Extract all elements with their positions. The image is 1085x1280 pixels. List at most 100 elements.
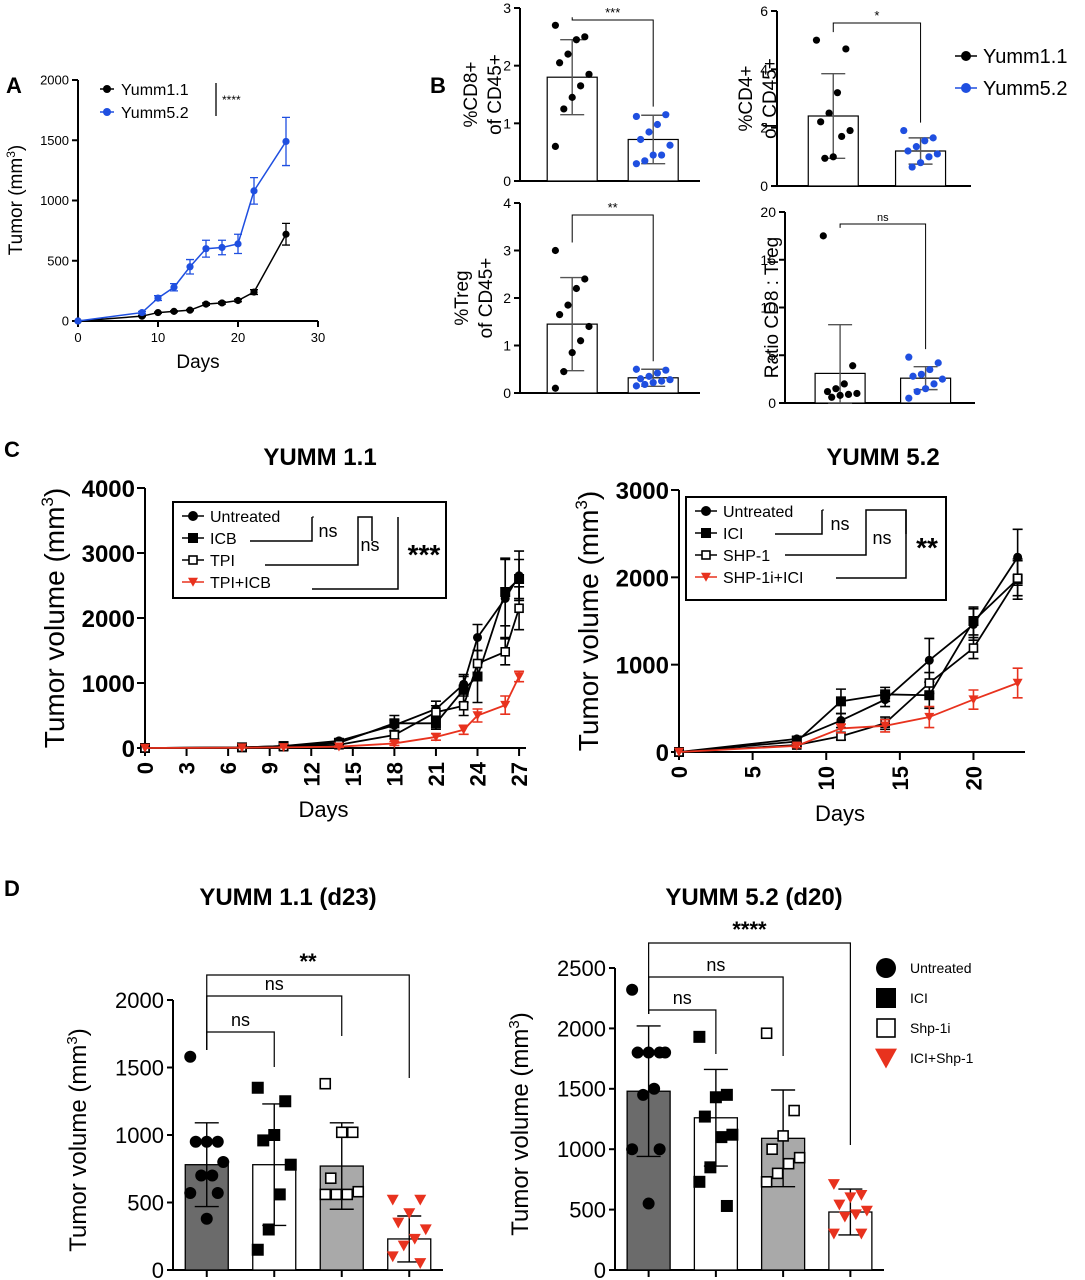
data-point: [658, 151, 666, 159]
x-tick-label: 9: [258, 762, 283, 774]
significance-bracket: [571, 214, 654, 362]
data-point: [186, 306, 194, 314]
y-tick-label: 0: [768, 395, 776, 411]
data-point: [760, 1027, 773, 1040]
data-point: [836, 391, 844, 399]
significance-label: ***: [605, 5, 620, 20]
significance-label: *: [874, 8, 879, 23]
data-point: [195, 1169, 208, 1182]
data-point: [938, 375, 947, 383]
comparison-label: ns: [231, 1010, 250, 1030]
data-point: [827, 1228, 840, 1240]
data-point: [632, 382, 641, 390]
legend-label: Yumm1.1: [121, 82, 189, 99]
legend-marker: [701, 550, 711, 560]
significance-label: ns: [360, 535, 379, 555]
x-tick-label: 10: [814, 766, 839, 790]
data-point: [577, 82, 585, 90]
comparison-bracket: [206, 1031, 275, 1067]
data-point: [211, 1135, 224, 1148]
y-axis-label: %CD4+: [736, 66, 757, 132]
x-axis-label: Days: [815, 801, 865, 826]
legend-label: Untreated: [910, 960, 971, 976]
data-point: [560, 368, 568, 376]
data-point: [913, 387, 921, 396]
data-point: [793, 1151, 806, 1164]
chart-c1-title: YUMM 1.1: [263, 444, 376, 471]
data-point: [968, 695, 979, 705]
data-point: [154, 294, 162, 302]
data-point: [330, 1188, 343, 1201]
data-point: [564, 301, 572, 309]
data-point: [551, 142, 560, 150]
data-point: [904, 147, 912, 155]
legend-marker: [188, 555, 198, 565]
data-point: [658, 377, 666, 385]
data-point: [771, 1167, 784, 1180]
data-point: [218, 299, 226, 307]
chart-b-treg: 0 1 2 3 4 ** %Treg of CD45+: [452, 195, 700, 401]
data-point: [674, 747, 684, 757]
legend-marker: [961, 83, 971, 93]
significance-label: ***: [408, 539, 441, 570]
panel-letter-b: B: [430, 73, 446, 98]
data-point: [431, 707, 441, 718]
data-point: [319, 1188, 332, 1201]
data-point: [821, 154, 829, 162]
x-tick-label: 12: [299, 762, 324, 786]
legend-box: [172, 501, 447, 599]
y-tick-label: 1500: [40, 133, 69, 148]
series-line-1: [77, 141, 287, 322]
y-axis-label: %Treg: [452, 270, 473, 325]
y-tick-label: 1500: [557, 1077, 606, 1102]
data-point: [458, 725, 469, 735]
y-axis-label: Tumor (mm3): [4, 145, 27, 255]
legend-marker: [701, 572, 711, 582]
data-point: [500, 700, 511, 710]
data-point: [278, 743, 289, 753]
data-point: [189, 1135, 202, 1148]
series-line-3: [144, 676, 520, 749]
x-tick-label: 3: [175, 762, 200, 774]
bracket-line: [775, 510, 823, 535]
comparison-label: ns: [265, 974, 284, 994]
x-tick-label: 6: [216, 762, 241, 774]
chart-b-ratio: 0 5 10 15 20 ns Ratio CD8 : Treg: [760, 204, 975, 411]
data-point: [838, 132, 846, 141]
data-point: [836, 716, 846, 726]
panel-letter-a: A: [6, 73, 22, 98]
comparison-label: ****: [732, 917, 767, 942]
y-tick-label: 2: [503, 58, 511, 74]
data-point: [637, 1088, 650, 1101]
x-axis-label: Days: [176, 352, 219, 373]
data-point: [262, 1223, 275, 1236]
data-point: [632, 365, 641, 373]
data-point: [335, 1126, 348, 1139]
y-tick-label: 4: [760, 61, 768, 77]
data-point: [720, 1088, 733, 1101]
data-point: [140, 743, 150, 753]
series-line-1: [678, 578, 1019, 753]
data-point: [626, 1143, 639, 1156]
y-tick-label: 1000: [616, 653, 669, 680]
y-axis-label: Tumor volume (mm3): [38, 488, 70, 748]
legend-marker: [701, 528, 711, 538]
data-point: [642, 1197, 655, 1210]
data-point: [812, 36, 821, 44]
data-point: [403, 1208, 416, 1219]
data-point: [202, 300, 210, 308]
data-point: [346, 1126, 359, 1139]
data-point: [637, 375, 645, 383]
x-tick-label: 0: [667, 766, 692, 778]
data-point: [653, 369, 662, 377]
y-tick-label: 0: [760, 178, 768, 194]
data-point: [626, 983, 639, 996]
data-point: [912, 143, 920, 151]
data-point: [653, 120, 662, 129]
y-axis-label: %CD8+: [461, 62, 482, 128]
bar-3: [828, 1211, 873, 1271]
y-tick-label: 3000: [82, 541, 135, 568]
data-point: [860, 1205, 873, 1217]
series-line-0: [77, 233, 287, 322]
chart-d1-title: YUMM 1.1 (d23): [199, 884, 376, 911]
